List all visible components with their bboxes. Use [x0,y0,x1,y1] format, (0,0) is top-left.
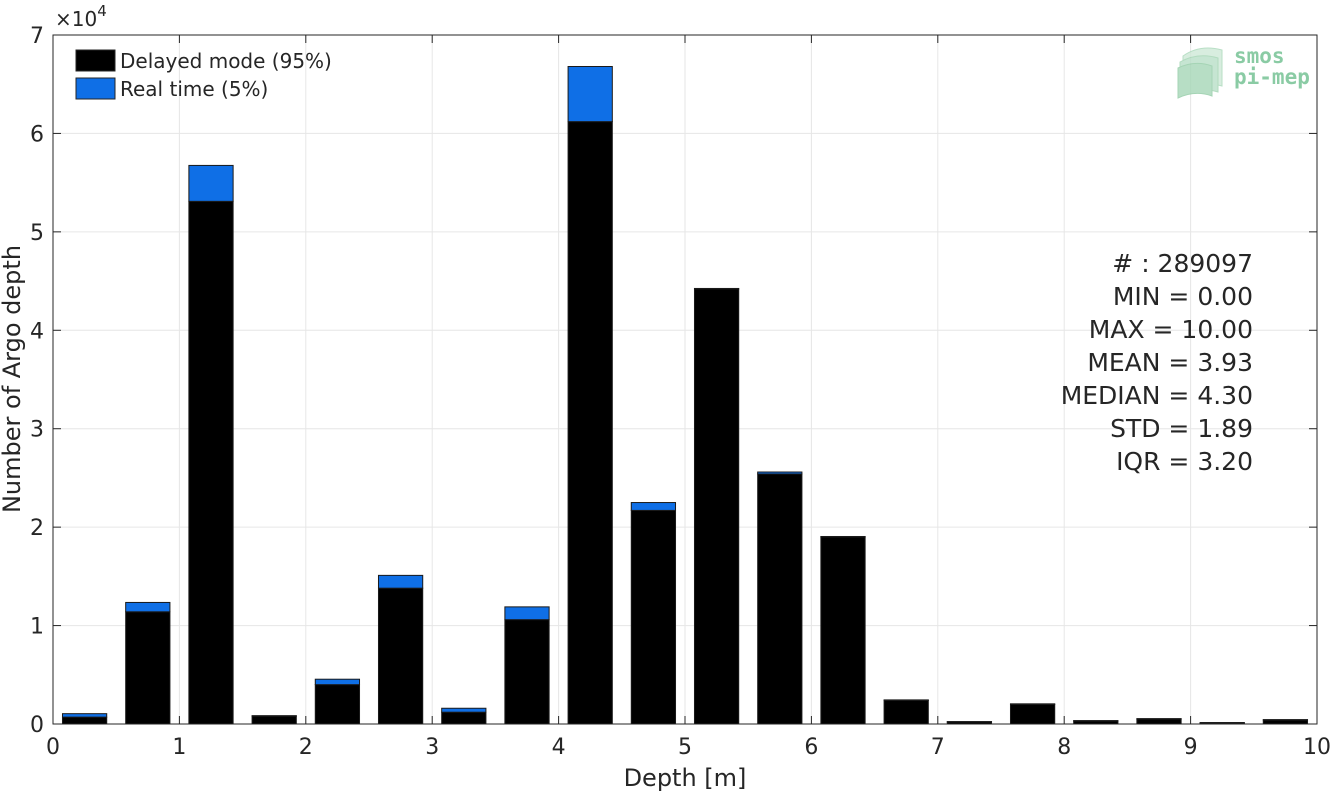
stat-line: MAX = 10.00 [1089,315,1253,344]
bar-real-time [188,164,234,202]
bar-delayed-mode [188,200,234,725]
legend-swatch-realtime [75,77,116,100]
y-tick-label: 4 [30,319,44,344]
statistics-annotation: # : 289097 MIN = 0.00 MAX = 10.00 MEAN = 3.… [1061,249,1253,476]
smos-pi-mep-logo: smos pi-mep [1177,44,1310,99]
x-tick-label: 9 [1184,735,1198,760]
legend: Delayed mode (95%) Real time (5%) [75,49,332,101]
bar-real-time [630,502,677,511]
bar-real-time [314,678,361,686]
y-tick-label: 3 [30,418,44,443]
tick-marks [52,34,1318,725]
stat-line: MEDIAN = 4.30 [1061,381,1253,410]
x-tick-label: 3 [425,735,439,760]
bar-delayed-mode [314,684,361,725]
y-exponent-label: ×104 [55,2,107,31]
x-tick-label: 1 [172,735,186,760]
bar-delayed-mode [61,716,108,725]
x-tick-labels: 0 1 2 3 4 5 6 7 8 9 10 [46,735,1331,760]
bar-real-time [567,65,613,123]
y-tick-labels: 0 1 2 3 4 5 6 7 [30,24,44,738]
y-tick-label: 7 [30,24,44,49]
bar-delayed-mode [693,288,740,725]
logo-text-pimep: pi-mep [1234,65,1310,89]
logo-text-smos: smos [1234,44,1285,68]
legend-swatch-delayed [75,49,116,72]
y-tick-label: 0 [30,713,44,738]
x-tick-label: 5 [678,735,692,760]
bar-delayed-mode [504,619,550,725]
bar-delayed-mode [251,715,297,725]
bar-real-time [757,471,803,475]
bar-real-time [377,574,424,589]
y-exponent-power: 4 [97,2,107,20]
bar-delayed-mode [125,611,171,725]
bar-delayed-mode [1136,718,1182,725]
grid-lines [53,35,1317,724]
bar-delayed-mode [630,509,677,725]
bar-delayed-mode [377,587,424,725]
bar-real-time [125,601,171,613]
bars-group [61,65,1309,725]
bar-real-time [441,707,487,713]
y-tick-label: 5 [30,221,44,246]
bar-delayed-mode [567,121,613,725]
logo-wave-icon [1177,47,1223,99]
y-tick-label: 1 [30,615,44,640]
legend-label-realtime: Real time (5%) [120,77,268,101]
stat-line: MEAN = 3.93 [1087,348,1253,377]
x-tick-label: 0 [46,735,60,760]
x-tick-label: 2 [299,735,313,760]
bar-delayed-mode [441,711,487,725]
x-tick-label: 8 [1057,735,1071,760]
stat-line: IQR = 3.20 [1116,447,1253,476]
y-exponent-base: ×10 [55,7,97,31]
bar-delayed-mode [883,699,929,725]
bar-delayed-mode [820,536,866,725]
stat-line: MIN = 0.00 [1113,282,1253,311]
y-tick-label: 2 [30,516,44,541]
bar-delayed-mode [1009,703,1056,725]
x-tick-label: 6 [804,735,818,760]
stat-line: # : 289097 [1112,249,1253,278]
bar-delayed-mode [757,473,803,725]
x-tick-label: 7 [931,735,945,760]
bar-real-time [504,606,550,621]
bar-delayed-mode [1262,719,1309,725]
y-tick-label: 6 [30,122,44,147]
bar-real-time [61,713,108,718]
legend-label-delayed: Delayed mode (95%) [120,49,332,73]
x-tick-label: 10 [1303,735,1331,760]
x-axis-label: Depth [m] [624,764,747,792]
stat-line: STD = 1.89 [1110,414,1253,443]
x-tick-label: 4 [552,735,566,760]
y-axis-label: Number of Argo depth [0,245,26,513]
